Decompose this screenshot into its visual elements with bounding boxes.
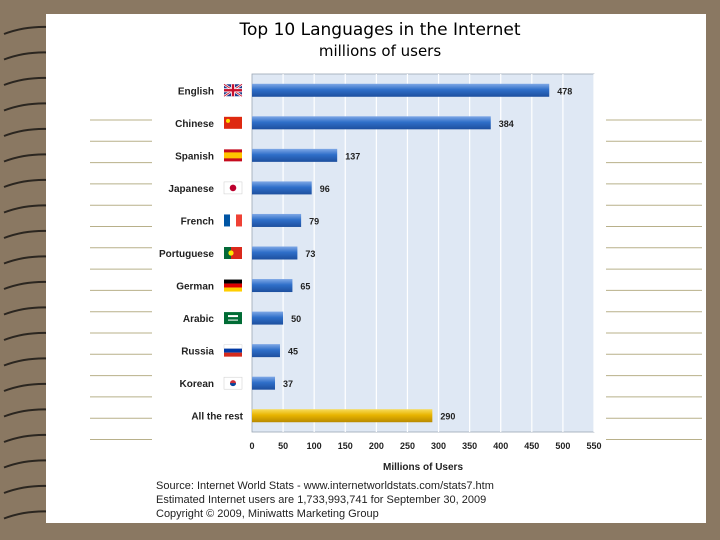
bar (252, 213, 302, 227)
france-flag-icon (224, 214, 242, 227)
data-label: 45 (288, 347, 298, 357)
bar (252, 279, 293, 293)
x-tick-label: 300 (431, 441, 446, 451)
x-tick-label: 500 (555, 441, 570, 451)
bar (252, 116, 491, 130)
data-label: 137 (345, 151, 360, 161)
data-label: 65 (300, 282, 310, 292)
notebook-lines-left (90, 119, 152, 440)
x-tick-label: 550 (586, 441, 601, 451)
bar (252, 409, 433, 423)
uk-flag-icon (223, 83, 243, 98)
data-label: 50 (291, 314, 301, 324)
x-tick-label: 250 (400, 441, 415, 451)
korea-flag-icon (223, 376, 243, 390)
estimate-note: Estimated Internet users are 1,733,993,7… (156, 494, 487, 506)
portugal-flag-icon (224, 247, 242, 259)
category-label: Arabic (183, 314, 215, 325)
bar (252, 181, 312, 195)
category-label: All the rest (191, 412, 243, 423)
data-label: 478 (557, 86, 572, 96)
category-label: English (178, 86, 214, 97)
data-label: 73 (305, 249, 315, 259)
category-label: French (181, 216, 214, 227)
copyright-note: Copyright © 2009, Miniwatts Marketing Gr… (156, 508, 379, 520)
x-tick-label: 400 (493, 441, 508, 451)
source-note: Source: Internet World Stats - www.inter… (156, 480, 494, 492)
x-tick-label: 450 (524, 441, 539, 451)
saudi-flag-icon (224, 312, 242, 325)
russia-flag-icon (223, 344, 243, 357)
category-label: Chinese (175, 119, 214, 130)
bar (252, 148, 338, 162)
chart-title: Top 10 Languages in the Internet (239, 20, 521, 40)
x-tick-label: 150 (338, 441, 353, 451)
category-label: Portuguese (159, 249, 214, 260)
category-label: Japanese (168, 184, 214, 195)
x-tick-label: 350 (462, 441, 477, 451)
x-tick-label: 50 (278, 441, 288, 451)
category-label: Russia (181, 347, 214, 358)
germany-flag-icon (224, 279, 242, 292)
data-label: 290 (440, 412, 455, 422)
data-label: 96 (320, 184, 330, 194)
bar (252, 311, 284, 325)
spain-flag-icon (224, 149, 242, 162)
bar (252, 83, 550, 97)
notebook-lines-right (606, 119, 702, 440)
data-label: 79 (309, 216, 319, 226)
bar (252, 344, 280, 358)
x-tick-label: 200 (369, 441, 384, 451)
category-label: Spanish (175, 151, 214, 162)
bar (252, 376, 276, 390)
bar (252, 246, 298, 260)
x-axis-label: Millions of Users (383, 462, 463, 473)
china-flag-icon (224, 116, 242, 129)
data-label: 37 (283, 379, 293, 389)
category-label: Korean (180, 379, 214, 390)
x-tick-label: 100 (307, 441, 322, 451)
plot-area (251, 73, 595, 433)
chart-subtitle: millions of users (318, 42, 442, 60)
category-label: German (176, 282, 214, 293)
data-label: 384 (499, 119, 514, 129)
x-tick-label: 0 (249, 441, 254, 451)
japan-flag-icon (223, 181, 243, 195)
